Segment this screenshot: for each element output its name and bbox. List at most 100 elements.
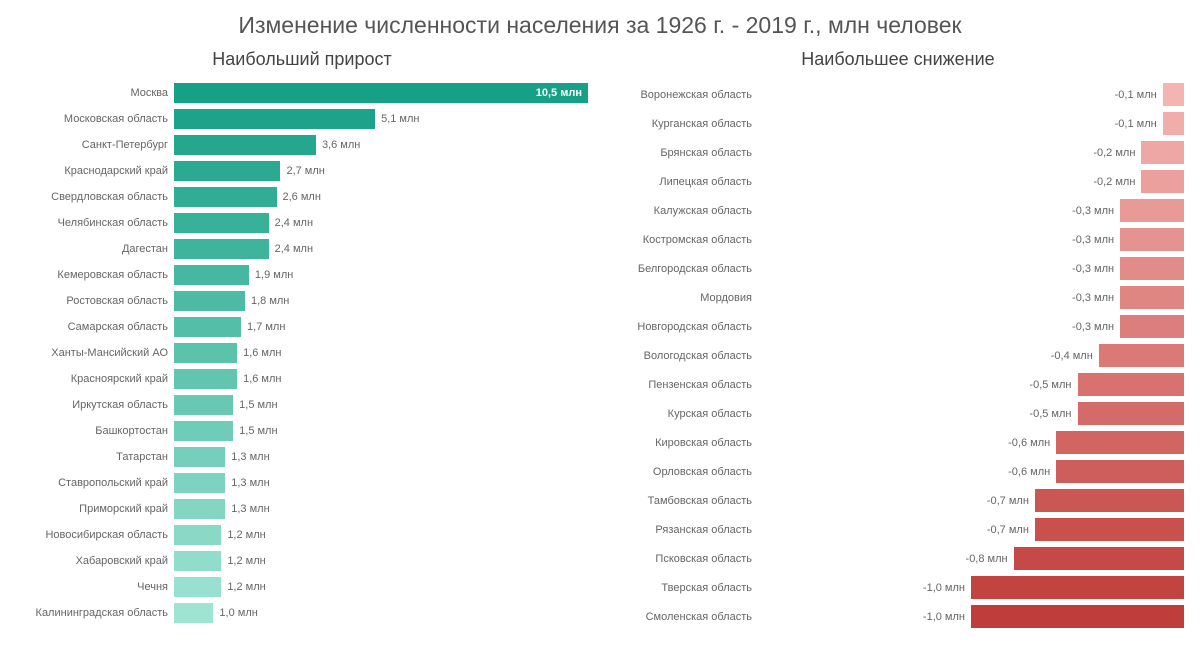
loss-axis-label: Вологодская область	[612, 350, 758, 362]
loss-bar	[1014, 547, 1184, 570]
gain-track: 2,7 млн	[174, 158, 588, 184]
loss-track: -0,1 млн	[758, 80, 1184, 109]
gain-row: Чечня1,2 млн	[16, 574, 588, 600]
gain-row: Иркутская область1,5 млн	[16, 392, 588, 418]
loss-bar	[1120, 199, 1184, 222]
gain-axis-label: Дагестан	[16, 243, 174, 255]
loss-track: -0,8 млн	[758, 544, 1184, 573]
gain-row: Свердловская область2,6 млн	[16, 184, 588, 210]
gain-axis-label: Челябинская область	[16, 217, 174, 229]
loss-row: Тамбовская область-0,7 млн	[612, 486, 1184, 515]
gain-value-label: 1,5 млн	[239, 425, 277, 437]
loss-row: Мордовия-0,3 млн	[612, 283, 1184, 312]
gain-value-label: 2,6 млн	[283, 191, 321, 203]
loss-bar	[1120, 286, 1184, 309]
loss-axis-label: Костромская область	[612, 234, 758, 246]
loss-track: -0,1 млн	[758, 109, 1184, 138]
gain-track: 1,7 млн	[174, 314, 588, 340]
gain-value-label: 1,6 млн	[243, 373, 281, 385]
loss-row: Костромская область-0,3 млн	[612, 225, 1184, 254]
gain-track: 1,6 млн	[174, 366, 588, 392]
loss-track: -0,3 млн	[758, 196, 1184, 225]
gain-track: 10,5 млн	[174, 80, 588, 106]
gain-value-label: 1,7 млн	[247, 321, 285, 333]
loss-row: Липецкая область -0,2 млн	[612, 167, 1184, 196]
loss-value-label: -0,8 млн	[966, 553, 1008, 565]
gain-track: 1,2 млн	[174, 548, 588, 574]
loss-bar	[1035, 489, 1184, 512]
gain-value-label: 1,2 млн	[227, 529, 265, 541]
gain-track: 1,6 млн	[174, 340, 588, 366]
gain-value-label: 1,9 млн	[255, 269, 293, 281]
loss-axis-label: Мордовия	[612, 292, 758, 304]
gain-track: 1,3 млн	[174, 444, 588, 470]
gain-track: 1,3 млн	[174, 496, 588, 522]
loss-row: Курская область-0,5 млн	[612, 399, 1184, 428]
loss-bar	[1163, 112, 1184, 135]
gain-value-label: 10,5 млн	[536, 87, 588, 99]
loss-row: Белгородская область-0,3 млн	[612, 254, 1184, 283]
loss-value-label: -0,5 млн	[1029, 408, 1071, 420]
loss-row: Рязанская область -0,7 млн	[612, 515, 1184, 544]
gain-row: Калининградская область1,0 млн	[16, 600, 588, 626]
loss-track: -0,3 млн	[758, 225, 1184, 254]
gain-axis-label: Приморский край	[16, 503, 174, 515]
loss-bar	[971, 576, 1184, 599]
gain-axis-label: Кемеровская область	[16, 269, 174, 281]
loss-value-label: -0,7 млн	[987, 524, 1029, 536]
gain-track: 1,3 млн	[174, 470, 588, 496]
loss-bar	[1035, 518, 1184, 541]
loss-axis-label: Воронежская область	[612, 89, 758, 101]
gain-row: Краснодарский край2,7 млн	[16, 158, 588, 184]
gain-row: Московская область5,1 млн	[16, 106, 588, 132]
loss-row: Калужская область-0,3 млн	[612, 196, 1184, 225]
gain-axis-label: Москва	[16, 87, 174, 99]
gain-bar	[174, 369, 237, 390]
gain-track: 1,0 млн	[174, 600, 588, 626]
gain-axis-label: Самарская область	[16, 321, 174, 333]
loss-track: -0,5 млн	[758, 370, 1184, 399]
gain-bar	[174, 447, 225, 468]
loss-row: Псковская область-0,8 млн	[612, 544, 1184, 573]
loss-bar	[1120, 315, 1184, 338]
gain-axis-label: Ростовская область	[16, 295, 174, 307]
loss-axis-label: Рязанская область	[612, 524, 758, 536]
gain-bar	[174, 421, 233, 442]
gain-row: Ростовская область1,8 млн	[16, 288, 588, 314]
loss-track: -0,5 млн	[758, 399, 1184, 428]
loss-row: Пензенская область-0,5 млн	[612, 370, 1184, 399]
loss-track: -0,3 млн	[758, 283, 1184, 312]
gain-bar	[174, 603, 213, 624]
gain-axis-label: Чечня	[16, 581, 174, 593]
loss-value-label: -0,2 млн	[1093, 176, 1135, 188]
gain-axis-label: Башкортостан	[16, 425, 174, 437]
gain-title: Наибольший прирост	[16, 49, 588, 70]
loss-axis-label: Липецкая область	[612, 176, 758, 188]
loss-value-label: -0,1 млн	[1115, 118, 1157, 130]
gain-value-label: 1,3 млн	[231, 503, 269, 515]
gain-row: Новосибирская область1,2 млн	[16, 522, 588, 548]
loss-track: -0,6 млн	[758, 428, 1184, 457]
loss-track: -0,2 млн	[758, 138, 1184, 167]
gain-track: 1,2 млн	[174, 574, 588, 600]
loss-bar	[1120, 228, 1184, 251]
gain-value-label: 1,6 млн	[243, 347, 281, 359]
gain-bar	[174, 317, 241, 338]
gain-value-label: 1,3 млн	[231, 477, 269, 489]
gain-track: 2,4 млн	[174, 236, 588, 262]
gain-row: Челябинская область2,4 млн	[16, 210, 588, 236]
gain-axis-label: Калининградская область	[16, 607, 174, 619]
gain-value-label: 5,1 млн	[381, 113, 419, 125]
loss-track: -0,4 млн	[758, 341, 1184, 370]
gain-track: 1,5 млн	[174, 392, 588, 418]
gain-axis-label: Санкт-Петербург	[16, 139, 174, 151]
gain-bar	[174, 187, 277, 208]
loss-row: Орловская область-0,6 млн	[612, 457, 1184, 486]
loss-row: Смоленская область-1,0 млн	[612, 602, 1184, 631]
loss-bar	[1078, 373, 1185, 396]
loss-row: Курганская область-0,1 млн	[612, 109, 1184, 138]
gain-row: Приморский край 1,3 млн	[16, 496, 588, 522]
gain-bar	[174, 577, 221, 598]
gain-value-label: 1,3 млн	[231, 451, 269, 463]
loss-axis-label: Тверская область	[612, 582, 758, 594]
